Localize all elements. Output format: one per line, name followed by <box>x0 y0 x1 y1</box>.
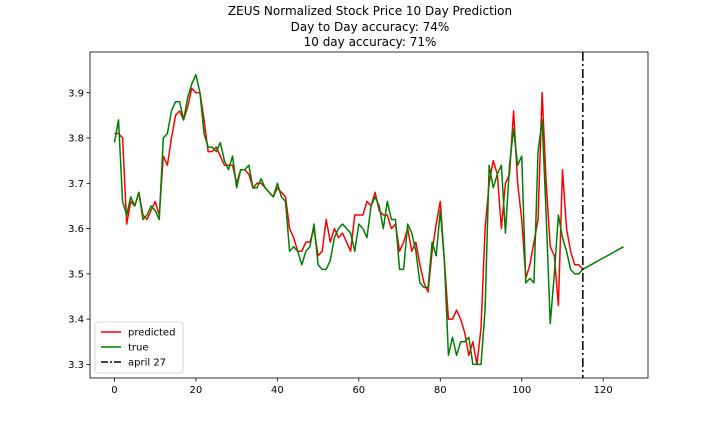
x-tick-label: 120 <box>594 385 613 396</box>
y-tick-label: 3.5 <box>68 269 84 280</box>
x-tick-label: 100 <box>512 385 531 396</box>
y-tick-label: 3.7 <box>68 179 84 190</box>
y-tick-label: 3.4 <box>68 315 84 326</box>
x-tick-label: 20 <box>190 385 203 396</box>
x-tick-label: 80 <box>434 385 447 396</box>
x-tick-label: 60 <box>352 385 365 396</box>
y-axis: 3.3 3.4 3.5 3.6 3.7 3.8 3.9 <box>68 88 90 371</box>
x-tick-label: 40 <box>271 385 284 396</box>
chart-title: ZEUS Normalized Stock Price 10 Day Predi… <box>227 4 513 18</box>
y-tick-label: 3.3 <box>68 360 84 371</box>
legend-label-true: true <box>128 343 149 354</box>
legend-box <box>94 321 184 374</box>
y-tick-label: 3.8 <box>68 134 84 145</box>
series-line-predicted <box>114 87 584 366</box>
x-tick-label: 0 <box>111 385 117 396</box>
chart-subtitle-day-accuracy: Day to Day accuracy: 74% <box>290 19 450 34</box>
legend-label-april-27: april 27 <box>128 358 166 369</box>
legend: predicted true april 27 <box>94 321 184 374</box>
legend-label-predicted: predicted <box>128 328 175 339</box>
series-line-true <box>113 73 624 366</box>
chart-subtitle-10day-accuracy: 10 day accuracy: 71% <box>303 35 437 49</box>
y-tick-label: 3.6 <box>68 224 84 235</box>
x-axis: 0 20 40 60 80 100 120 <box>111 378 613 396</box>
chart-title-block: ZEUS Normalized Stock Price 10 Day Predi… <box>0 4 720 51</box>
y-tick-label: 3.9 <box>68 88 84 99</box>
axes-frame <box>89 51 649 379</box>
plot-area <box>113 52 624 378</box>
